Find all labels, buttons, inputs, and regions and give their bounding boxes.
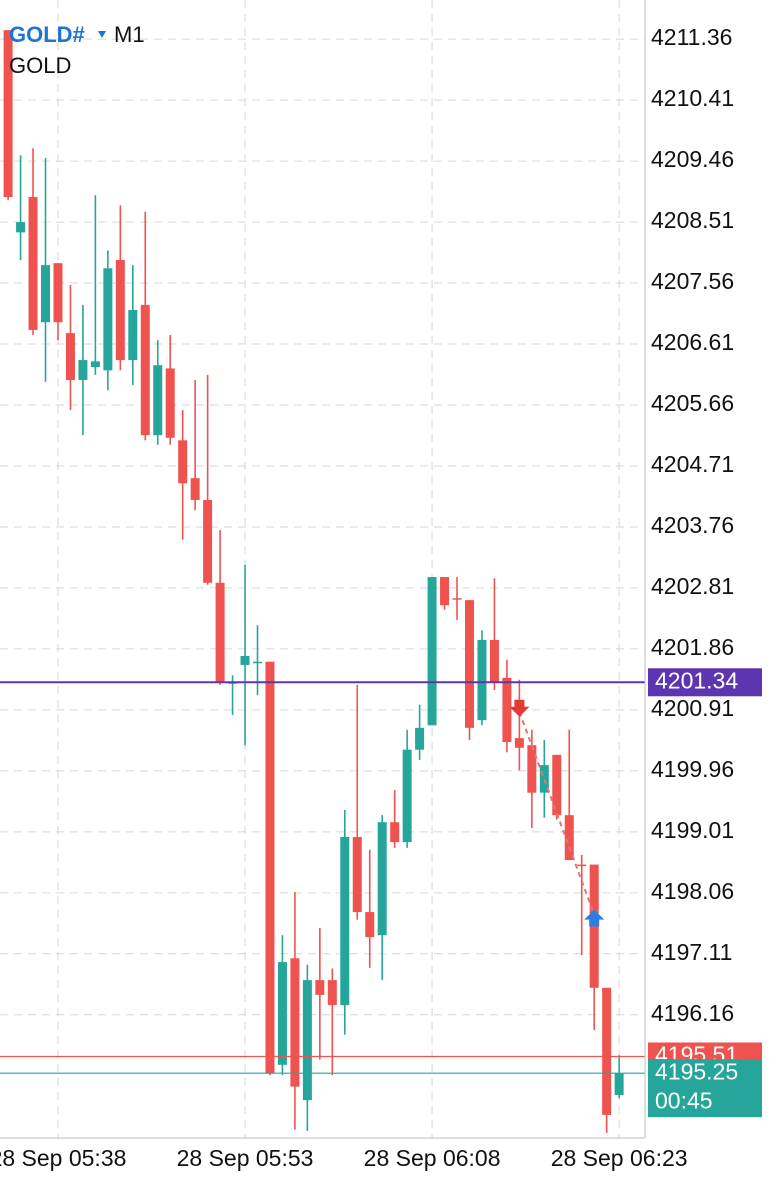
price-label: 4201.34	[655, 667, 738, 693]
candle-body	[352, 836, 362, 913]
candle-body	[178, 440, 188, 484]
y-tick-label: 4211.36	[651, 24, 732, 50]
y-tick-label: 4197.11	[651, 939, 732, 965]
trade-arrow	[509, 699, 530, 717]
grid	[0, 0, 645, 1138]
y-tick-label: 4202.81	[651, 573, 734, 599]
x-tick-label: 28 Sep 06:23	[551, 1145, 688, 1171]
candle-body	[90, 361, 100, 368]
candle-body	[527, 745, 537, 793]
candle-body	[302, 980, 312, 1101]
countdown: 00:45	[655, 1087, 713, 1113]
candle-body	[564, 815, 574, 861]
y-tick-label: 4199.01	[651, 817, 734, 843]
candle-body	[365, 912, 375, 938]
candle-body	[602, 987, 612, 1115]
overlay	[0, 681, 645, 1074]
candle-body	[165, 368, 175, 438]
candle-body	[452, 598, 462, 600]
candle-body	[41, 265, 51, 323]
candle-body	[477, 639, 487, 721]
y-tick-label: 4210.41	[651, 85, 734, 111]
candle-body	[415, 727, 425, 750]
candles	[3, 30, 624, 1133]
candle-body	[140, 304, 150, 436]
price-label: 4195.25	[655, 1058, 738, 1084]
candle-body	[3, 30, 13, 198]
y-tick-label: 4196.16	[651, 1000, 734, 1026]
candle-body	[215, 582, 225, 683]
price-label-box	[648, 668, 762, 697]
candle-body	[489, 639, 499, 683]
symbol-dropdown-icon[interactable]	[98, 31, 106, 38]
candle-body	[78, 360, 88, 380]
x-tick-label: 28 Sep 05:53	[177, 1145, 314, 1171]
description: GOLD	[9, 53, 71, 78]
y-tick-label: 4200.91	[651, 695, 734, 721]
candle-body	[203, 500, 213, 583]
candle-body	[240, 655, 250, 665]
header: GOLD# M1 GOLD	[9, 22, 145, 78]
candle-body	[253, 661, 262, 664]
candle-body	[539, 765, 549, 793]
y-tick-label: 4199.96	[651, 756, 734, 782]
candle-body	[552, 754, 562, 816]
candle-body	[115, 259, 125, 361]
y-tick-label: 4205.66	[651, 390, 734, 416]
candle-body	[315, 980, 325, 995]
axes: 4211.36 4210.41 4209.46 4208.51 4207.56 4206.…	[0, 24, 762, 1171]
candle-body	[277, 962, 287, 1065]
candle-body	[340, 836, 350, 1006]
candle-body	[402, 749, 412, 843]
candle-body	[502, 677, 512, 742]
y-tick-label: 4209.46	[651, 146, 734, 172]
y-tick-label: 4207.56	[651, 268, 734, 294]
candle-body	[16, 222, 26, 233]
timeframe[interactable]: M1	[114, 22, 145, 47]
y-tick-label: 4198.06	[651, 878, 734, 904]
candle-body	[390, 822, 400, 843]
candle-body	[614, 1073, 624, 1095]
y-tick-label: 4204.71	[651, 451, 734, 477]
candle-body	[377, 822, 387, 936]
y-tick-label: 4208.51	[651, 207, 734, 233]
candle-body	[65, 333, 75, 380]
candle-body	[514, 738, 524, 748]
price-label-box	[648, 1059, 762, 1118]
candle-body	[577, 864, 587, 867]
candle-body	[440, 577, 450, 606]
candle-body	[265, 661, 275, 1074]
trade-arrow	[584, 909, 605, 927]
trade-connector	[518, 711, 596, 915]
candle-body	[290, 958, 300, 1087]
candle-body	[128, 310, 138, 361]
candle-body	[427, 577, 437, 726]
x-tick-label: 28 Sep 05:38	[0, 1145, 126, 1171]
y-tick-label: 4206.61	[651, 329, 734, 355]
y-tick-label: 4201.86	[651, 634, 734, 660]
candle-body	[153, 365, 163, 436]
candle-body	[190, 478, 200, 501]
candle-body	[464, 600, 474, 728]
x-tick-label: 28 Sep 06:08	[364, 1145, 501, 1171]
candle-body	[28, 197, 38, 330]
candle-body	[327, 980, 337, 1006]
candle-body	[53, 263, 63, 323]
symbol[interactable]: GOLD#	[9, 22, 85, 47]
candle-body	[103, 268, 113, 371]
y-tick-label: 4203.76	[651, 512, 734, 538]
